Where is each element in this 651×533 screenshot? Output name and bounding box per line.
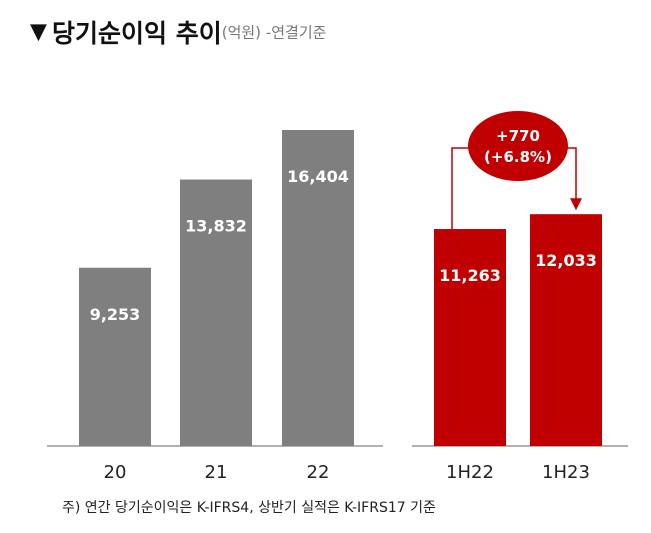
half-value-label-0: 11,263 xyxy=(439,266,501,285)
change-percent-label: (+6.8%) xyxy=(484,148,552,166)
half-category-label-1: 1H23 xyxy=(542,462,590,483)
change-annotation-bubble xyxy=(468,111,568,181)
half-bar-1 xyxy=(530,214,602,446)
half-year-chart: 11,263 1H22 12,033 1H23 +770 (+6.8%) xyxy=(412,111,628,483)
annual-bar-1 xyxy=(180,179,252,446)
half-value-label-1: 12,033 xyxy=(535,251,597,270)
annual-value-label-1: 13,832 xyxy=(185,217,247,236)
annual-value-label-2: 16,404 xyxy=(287,167,349,186)
title-basis: -연결기준 xyxy=(261,23,327,42)
annual-bar-2 xyxy=(282,130,354,446)
annual-value-label-0: 9,253 xyxy=(90,305,141,324)
annual-bar-0 xyxy=(79,267,151,446)
footnote: 주) 연간 당기순이익은 K-IFRS4, 상반기 실적은 K-IFRS17 기… xyxy=(62,500,436,516)
annual-chart: 9,253 20 13,832 21 16,404 22 xyxy=(47,130,383,483)
annual-category-label-2: 22 xyxy=(307,462,330,483)
half-category-label-0: 1H22 xyxy=(446,462,494,483)
title-main: 당기순이익 추이 xyxy=(52,19,222,48)
chart-title: ▼ 당기순이익 추이(억원) -연결기준 xyxy=(30,14,326,50)
change-amount-label: +770 xyxy=(496,127,540,145)
annual-category-label-0: 20 xyxy=(104,462,127,483)
arrow-down-icon xyxy=(570,198,582,211)
annual-category-label-1: 21 xyxy=(205,462,228,483)
triangle-down-icon: ▼ xyxy=(30,19,47,45)
title-unit: (억원) xyxy=(221,23,262,42)
half-bar-0 xyxy=(434,229,506,446)
